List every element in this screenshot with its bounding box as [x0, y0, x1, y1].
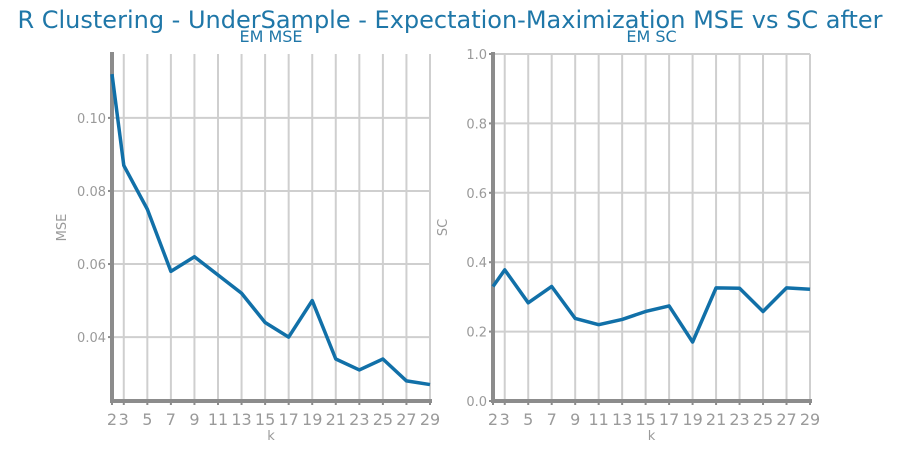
y-tick-label: 0.0 — [466, 395, 487, 410]
x-tick-label: 25 — [753, 410, 773, 429]
panel-title: EM MSE — [239, 27, 302, 46]
series-line-1 — [110, 73, 431, 387]
x-tick-label: 11 — [208, 410, 228, 429]
x-tick-label: 13 — [612, 410, 632, 429]
x-tick-label: 3 — [500, 410, 510, 429]
x-tick-label: 19 — [682, 410, 702, 429]
x-tick-label: 7 — [166, 410, 176, 429]
y-tick-label: 0.4 — [466, 256, 487, 271]
x-tick-label: 2 — [488, 410, 498, 429]
y-tick-label: 0.04 — [77, 331, 106, 346]
panel-title: EM SC — [626, 27, 676, 46]
x-tick-label: 27 — [396, 410, 416, 429]
series-line-1 — [491, 268, 811, 344]
chart-panel-1: 2 3 5 7 9 11 13 15 17 19 21 23 25 27 290.040.060.080.1… — [55, 27, 440, 444]
x-tick-label: 17 — [278, 410, 298, 429]
x-axis-label: k — [267, 429, 275, 444]
x-tick-label: 2 — [107, 410, 117, 429]
x-tick-label: 25 — [373, 410, 393, 429]
y-axis-label: MSE — [55, 214, 70, 242]
y-tick-label: 0.6 — [466, 187, 487, 202]
x-tick-label: 23 — [729, 410, 749, 429]
y-tick-label: 0.2 — [466, 326, 487, 341]
chart-panels: 2 3 5 7 9 11 13 15 17 19 21 23 25 27 290.040.060.080.1… — [55, 27, 820, 444]
x-tick-label: 29 — [420, 410, 440, 429]
x-tick-label: 5 — [142, 410, 152, 429]
figure-title: R Clustering - UnderSample - Expectation… — [17, 6, 882, 34]
x-tick-label: 19 — [302, 410, 322, 429]
x-tick-label: 13 — [231, 410, 251, 429]
x-tick-label: 9 — [570, 410, 580, 429]
x-axis-label: k — [648, 429, 656, 444]
y-tick-label: 0.10 — [77, 112, 106, 127]
x-tick-label: 29 — [800, 410, 820, 429]
x-tick-label: 15 — [635, 410, 655, 429]
x-tick-label: 9 — [189, 410, 199, 429]
x-tick-label: 21 — [706, 410, 726, 429]
x-tick-label: 3 — [119, 410, 129, 429]
x-tick-label: 7 — [547, 410, 557, 429]
x-tick-label: 23 — [349, 410, 369, 429]
y-tick-label: 0.06 — [77, 258, 106, 273]
x-tick-label: 5 — [523, 410, 533, 429]
y-axis-label: SC — [436, 219, 451, 236]
y-tick-label: 0.8 — [466, 117, 487, 132]
x-tick-label: 17 — [659, 410, 679, 429]
y-tick-label: 0.08 — [77, 185, 106, 200]
x-tick-label: 11 — [588, 410, 608, 429]
x-tick-label: 15 — [255, 410, 275, 429]
x-tick-label: 21 — [326, 410, 346, 429]
chart-panel-2: 2 3 5 7 9 11 13 15 17 19 21 23 25 27 290.00.20.40.60.8… — [436, 27, 820, 444]
x-tick-label: 27 — [776, 410, 796, 429]
y-tick-label: 1.0 — [466, 48, 487, 63]
